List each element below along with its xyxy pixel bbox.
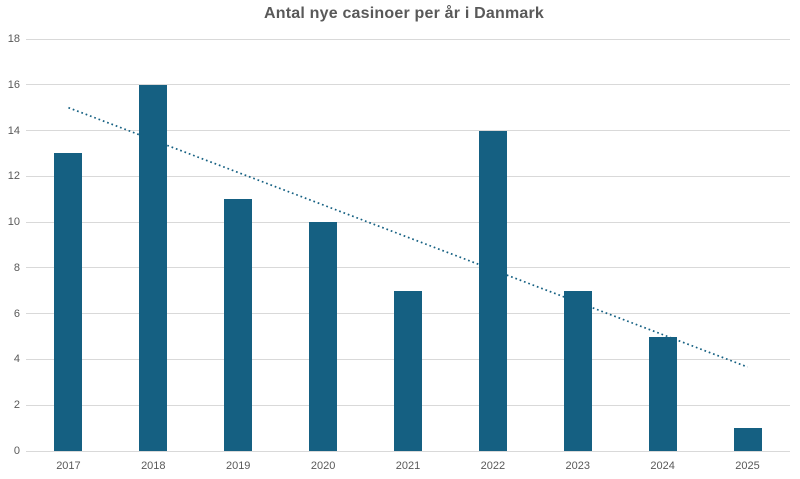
gridline	[26, 221, 790, 223]
bar-2024[interactable]	[648, 336, 677, 451]
y-tick-label: 12	[7, 170, 20, 183]
x-tick-label: 2022	[480, 460, 506, 472]
y-tick-label: 6	[13, 307, 20, 320]
y-tick-label: 16	[7, 78, 20, 91]
bar-2023[interactable]	[563, 290, 592, 451]
x-tick-label: 2018	[141, 460, 166, 472]
trendline[interactable]	[68, 106, 748, 368]
y-tick-label: 4	[13, 353, 20, 366]
chart-title: Antal nye casinoer per år i Danmark	[264, 5, 544, 22]
gridline	[26, 267, 790, 269]
x-tick-label: 2019	[225, 460, 251, 472]
y-tick-label: 18	[7, 33, 20, 45]
y-tick-label: 8	[13, 261, 20, 274]
bar-2021[interactable]	[394, 290, 422, 451]
x-tick-label: 2024	[650, 460, 675, 472]
x-tick-label: 2023	[565, 460, 590, 472]
gridline	[26, 84, 790, 86]
bar-2022[interactable]	[478, 130, 507, 451]
gridline	[26, 175, 790, 177]
y-tick-label: 2	[13, 399, 20, 412]
y-tick-label: 14	[7, 124, 20, 137]
bar-2017[interactable]	[54, 153, 83, 451]
gridline	[26, 38, 790, 40]
y-tick-label: 10	[7, 216, 20, 229]
bar-2020[interactable]	[309, 222, 338, 451]
y-tick-label: 0	[13, 445, 20, 457]
bar-2025[interactable]	[733, 428, 762, 451]
bar-2019[interactable]	[224, 199, 253, 451]
x-tick-label: 2020	[310, 460, 336, 472]
x-tick-label: 2025	[735, 460, 760, 472]
gridline	[26, 130, 790, 132]
bar-2018[interactable]	[139, 84, 168, 451]
x-axis-line	[26, 450, 790, 452]
x-tick-label: 2021	[395, 460, 421, 472]
x-tick-label: 2017	[56, 460, 81, 472]
